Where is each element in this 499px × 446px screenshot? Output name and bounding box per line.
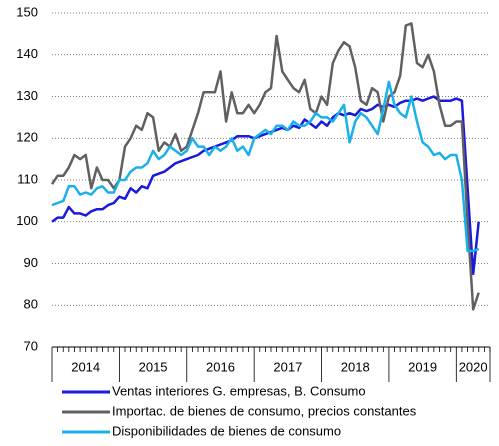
x-tick-label: 2017 [273, 359, 302, 374]
legend-label: Importac. de bienes de consumo, precios … [112, 403, 417, 418]
y-tick-label: 90 [24, 255, 38, 270]
x-tick-label: 2020 [459, 359, 488, 374]
y-tick-label: 150 [16, 4, 38, 19]
x-tick-label: 2018 [341, 359, 370, 374]
x-tick-label: 2016 [206, 359, 235, 374]
y-tick-label: 120 [16, 130, 38, 145]
legend-label: Ventas interiores G. empresas, B. Consum… [112, 383, 366, 398]
legend-label: Disponibilidades de bienes de consumo [112, 423, 341, 438]
y-tick-label: 100 [16, 213, 38, 228]
series-line [51, 80, 480, 253]
x-tick-label: 2019 [408, 359, 437, 374]
series-line [51, 95, 480, 276]
y-tick-label: 80 [24, 297, 38, 312]
y-tick-label: 110 [17, 171, 38, 186]
y-tick-label: 130 [16, 88, 38, 103]
y-tick-label: 70 [24, 338, 38, 353]
x-tick-label: 2014 [71, 359, 100, 374]
x-tick-label: 2015 [139, 359, 168, 374]
y-tick-label: 140 [16, 46, 38, 61]
series-line [50, 22, 480, 311]
